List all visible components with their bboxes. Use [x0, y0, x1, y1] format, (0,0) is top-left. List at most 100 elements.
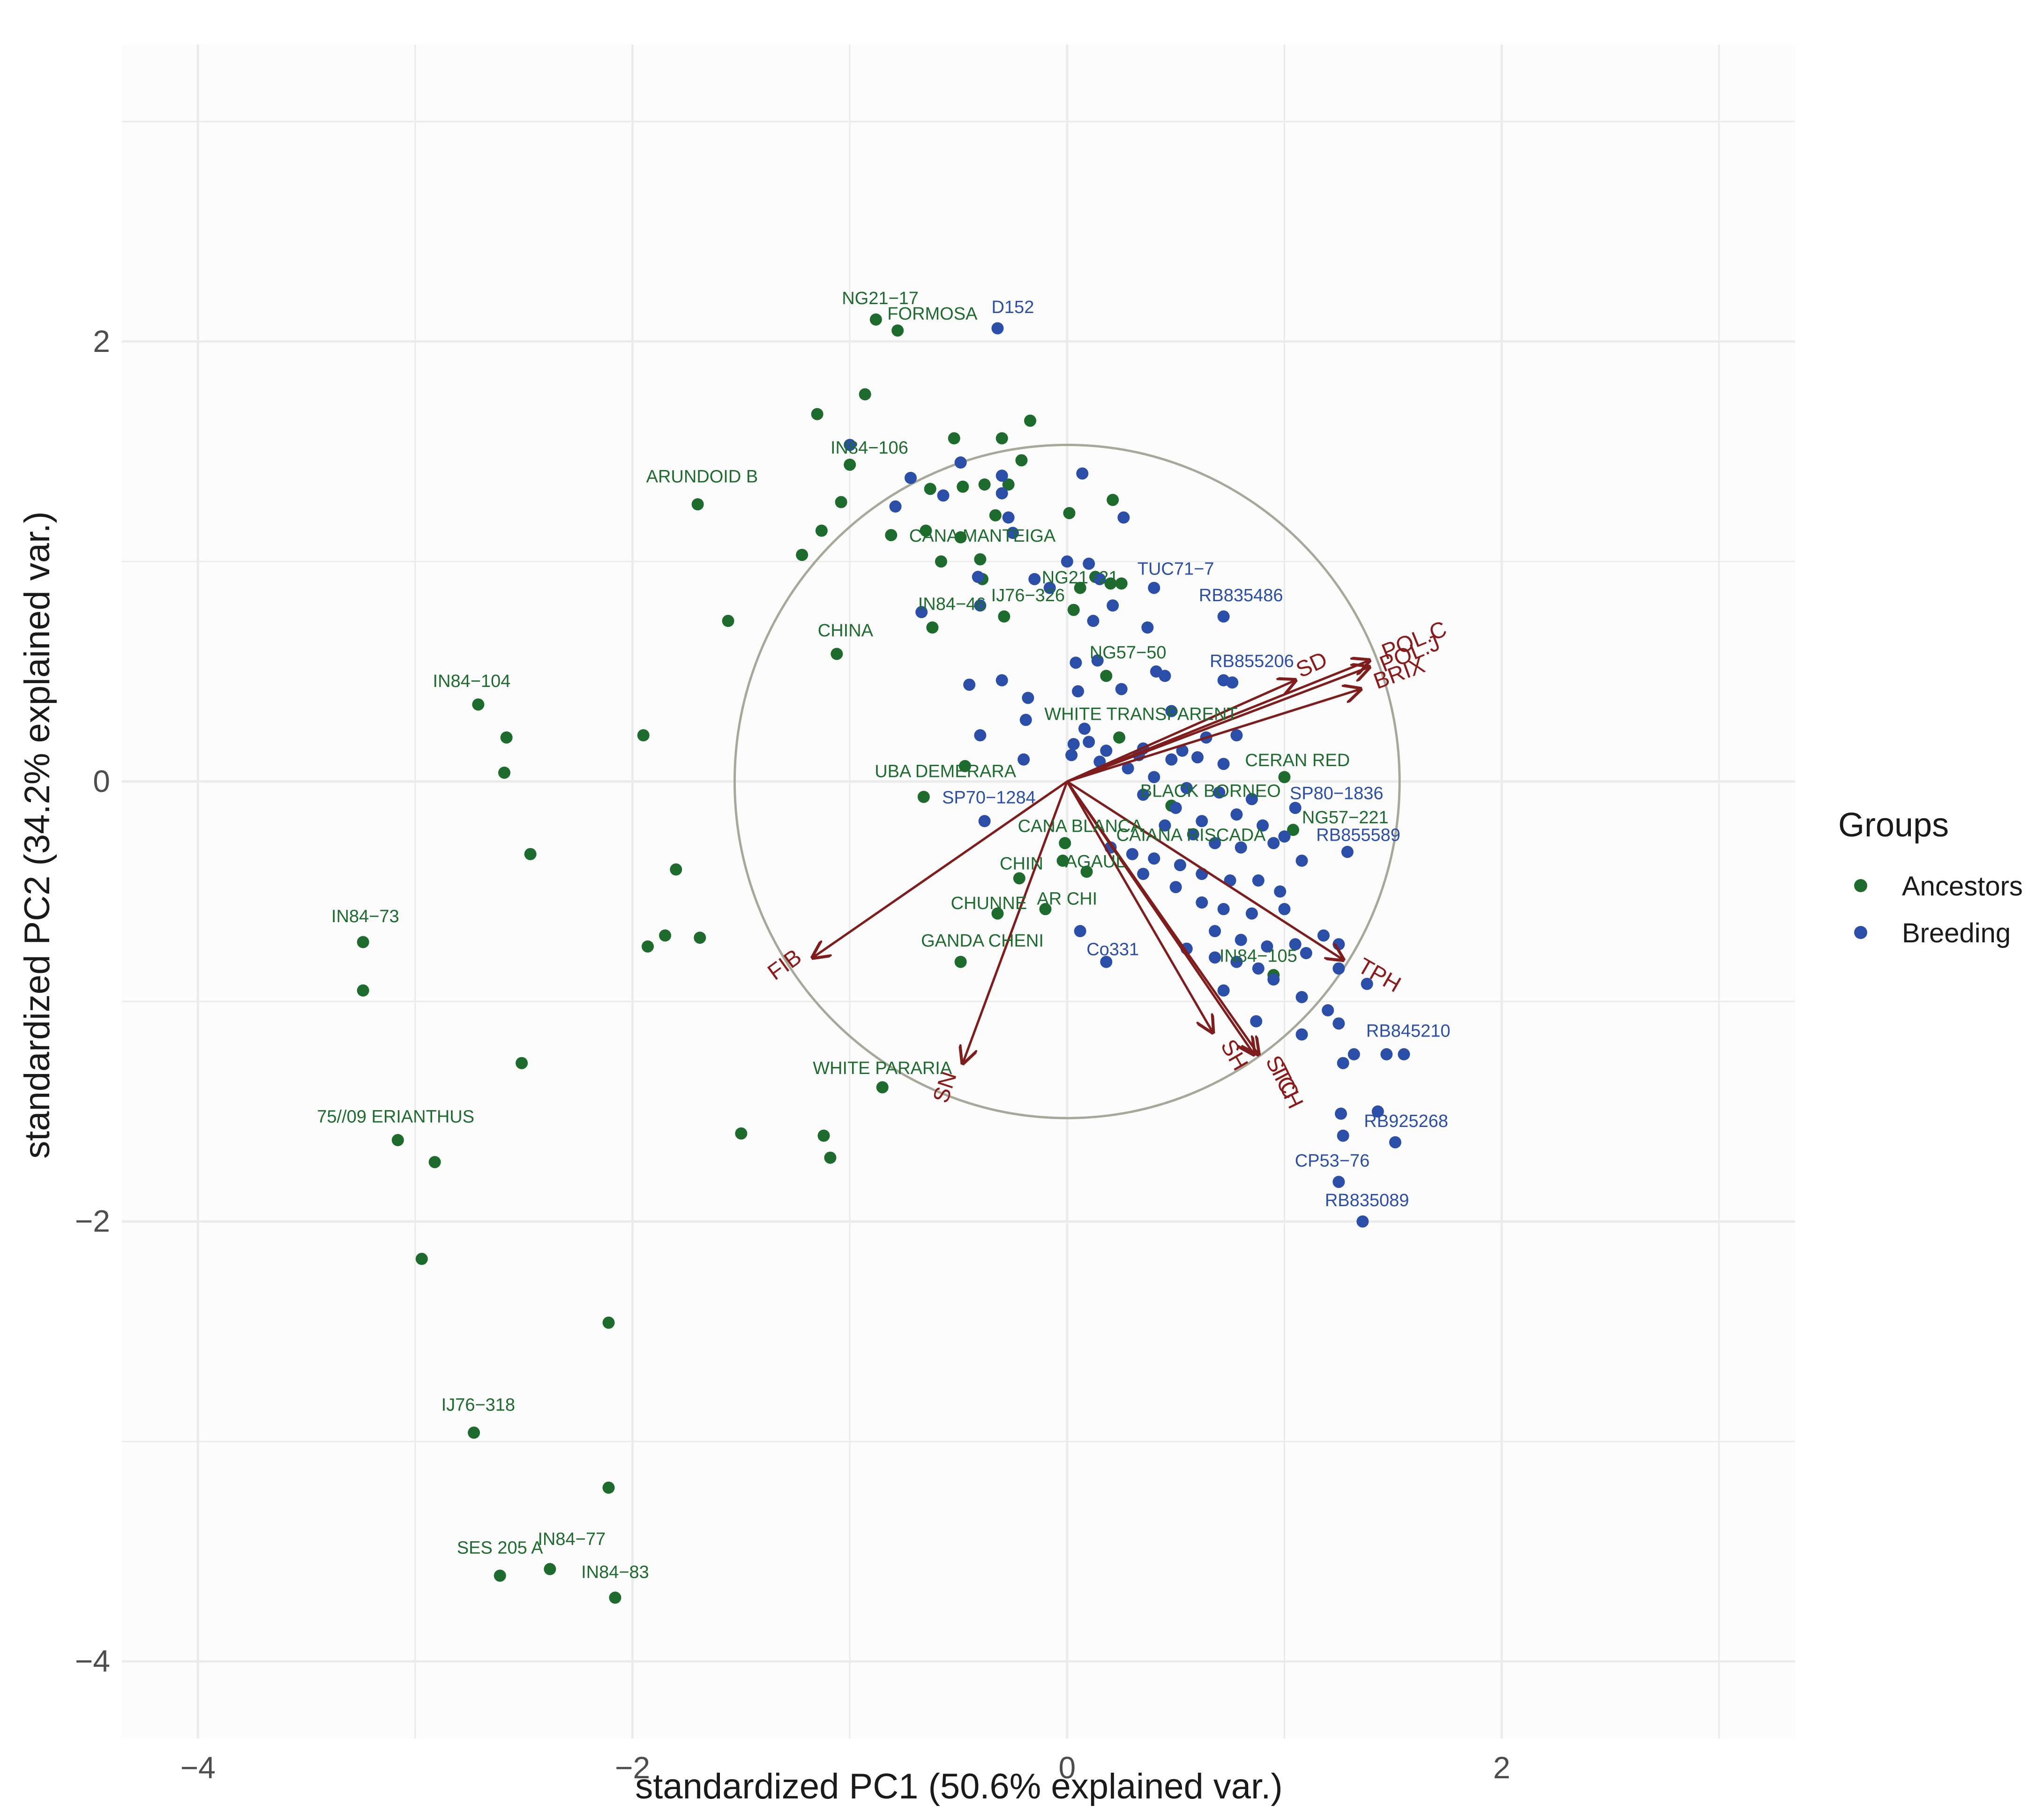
data-point-ancestors	[1107, 493, 1119, 506]
point-label: CP53−76	[1295, 1151, 1370, 1171]
data-point-breeding	[1267, 837, 1280, 850]
data-point-breeding	[937, 489, 950, 502]
data-point-breeding	[1361, 977, 1373, 990]
point-label: NG57−50	[1090, 643, 1167, 663]
data-point-ancestors	[859, 388, 871, 401]
data-point-breeding	[1091, 654, 1104, 667]
data-point-breeding	[974, 599, 987, 612]
data-point-breeding	[1217, 903, 1230, 916]
data-point-breeding	[1252, 962, 1265, 975]
data-point-breeding	[1217, 984, 1230, 997]
point-label: ARUNDOID B	[646, 467, 758, 486]
data-point-ancestors	[835, 496, 847, 508]
data-point-breeding	[1019, 714, 1032, 726]
data-point-breeding	[915, 606, 928, 619]
data-point-breeding	[1250, 1015, 1263, 1028]
data-point-breeding	[1148, 852, 1160, 865]
data-point-breeding	[1137, 867, 1150, 880]
plot-panel	[122, 45, 1795, 1738]
data-point-ancestors	[824, 1151, 837, 1164]
data-point-ancestors	[494, 1569, 506, 1582]
data-point-ancestors	[926, 621, 939, 634]
data-point-breeding	[995, 674, 1008, 686]
data-point-breeding	[1117, 511, 1130, 524]
data-point-breeding	[1217, 610, 1230, 623]
loading-arrow-sd	[1066, 680, 1295, 783]
x-axis-title: standardized PC1 (50.6% explained var.)	[635, 1767, 1282, 1806]
data-point-breeding	[1289, 938, 1302, 951]
point-label: IN84−106	[831, 438, 908, 458]
data-point-ancestors	[815, 524, 828, 537]
data-point-breeding	[1006, 527, 1019, 539]
point-label: CHUNNE	[951, 894, 1027, 913]
points-layer	[357, 313, 1410, 1604]
data-point-breeding	[1235, 841, 1247, 854]
data-point-breeding	[1028, 573, 1041, 585]
point-label: CANA MANTEIGA	[909, 526, 1056, 546]
data-point-ancestors	[468, 1426, 480, 1439]
point-label: NG21−17	[842, 289, 919, 308]
point-label: IN84−83	[581, 1562, 649, 1582]
legend-label-ancestors: Ancestors	[1902, 871, 2023, 902]
data-point-breeding	[1332, 962, 1345, 975]
data-point-breeding	[1165, 705, 1178, 717]
data-point-breeding	[995, 487, 1008, 500]
data-point-ancestors	[796, 549, 808, 561]
data-point-breeding	[1332, 1017, 1345, 1030]
point-label: D152	[991, 298, 1034, 317]
point-label: RB845210	[1366, 1021, 1451, 1041]
data-point-ancestors	[602, 1316, 615, 1329]
data-point-breeding	[1332, 938, 1345, 951]
data-point-ancestors	[844, 458, 856, 471]
point-label: RB855589	[1316, 826, 1400, 845]
legend-title: Groups	[1838, 806, 1949, 844]
data-point-ancestors	[817, 1129, 830, 1142]
data-point-ancestors	[954, 531, 967, 544]
data-point-ancestors	[885, 529, 898, 541]
data-point-breeding	[991, 322, 1004, 335]
data-point-breeding	[1278, 903, 1291, 916]
tick-labels-layer: −4 −2 0 2 −4 −2 0 2	[75, 324, 1511, 1785]
data-point-breeding	[1122, 762, 1134, 775]
data-point-breeding	[1245, 793, 1258, 806]
data-point-breeding	[1196, 815, 1208, 828]
point-label: RB925268	[1364, 1111, 1448, 1131]
point-label: IN84−73	[331, 907, 399, 926]
loading-arrow-sh	[1066, 781, 1213, 1032]
point-label: SP70−1284	[942, 788, 1036, 808]
data-point-ancestors	[1080, 865, 1093, 878]
data-point-breeding	[1137, 788, 1150, 801]
data-point-breeding	[1126, 848, 1138, 860]
data-point-ancestors	[694, 932, 706, 944]
data-point-ancestors	[670, 863, 682, 876]
data-point-breeding	[1078, 723, 1091, 735]
data-point-ancestors	[637, 729, 650, 742]
data-point-breeding	[963, 679, 976, 691]
data-point-ancestors	[891, 324, 904, 337]
data-point-ancestors	[1002, 478, 1015, 491]
y-axis-title: standardized PC2 (34.2% explained var.)	[17, 511, 57, 1158]
data-point-breeding	[1141, 621, 1154, 634]
y-tick-label: 0	[93, 764, 110, 798]
data-point-ancestors	[609, 1591, 621, 1604]
point-label: SP80−1836	[1290, 783, 1384, 803]
x-tick-label: −2	[615, 1750, 650, 1785]
data-point-breeding	[1317, 929, 1330, 942]
point-label: WHITE PARARIA	[813, 1059, 952, 1078]
point-label: NG57−221	[1302, 808, 1389, 828]
data-point-breeding	[1067, 738, 1080, 750]
data-point-breeding	[1174, 859, 1186, 872]
loading-arrow-fib	[813, 780, 1068, 958]
correlation-circle-layer	[733, 443, 1401, 1119]
loading-arrow-tph	[1066, 780, 1343, 960]
data-point-ancestors	[974, 553, 987, 566]
data-point-breeding	[1159, 670, 1171, 682]
point-label: AGAUL	[1065, 852, 1126, 872]
data-point-ancestors	[498, 766, 510, 779]
data-point-breeding	[1061, 555, 1073, 568]
point-label: FORMOSA	[887, 304, 978, 324]
data-point-ancestors	[948, 432, 960, 445]
data-point-ancestors	[500, 731, 513, 744]
point-label: IN84−77	[538, 1529, 606, 1549]
